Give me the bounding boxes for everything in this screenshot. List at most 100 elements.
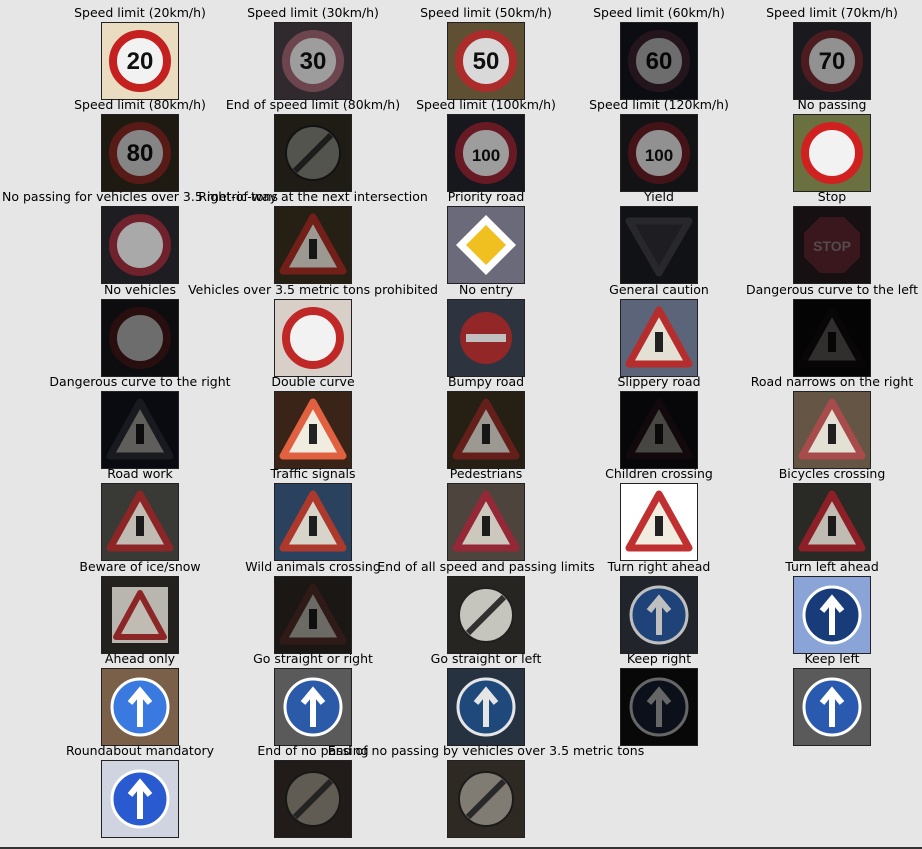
sign-text: 80 (127, 140, 154, 167)
sign-title: Pedestrians (449, 466, 523, 481)
priority-road-sign-icon (447, 206, 525, 284)
trucks-prohibited-sign-icon (274, 299, 352, 377)
ice-snow-sign-icon (101, 576, 179, 654)
speed-limit-120-sign-icon: 100 (620, 114, 698, 192)
general-caution-sign-icon (620, 299, 698, 377)
sign-title: Turn right ahead (607, 559, 711, 574)
sign-cell: Ahead only (101, 652, 179, 746)
straight-or-left-sign-icon (447, 668, 525, 746)
speed-limit-20-sign-icon: 20 (101, 22, 179, 100)
sign-title: Road work (107, 466, 173, 481)
sign-text: 70 (819, 48, 846, 75)
road-work-sign-icon (101, 483, 179, 561)
no-entry-sign-icon (447, 299, 525, 377)
sign-cell: 80 Speed limit (80km/h) (74, 98, 206, 192)
sign-cell: Wild animals crossing (245, 560, 381, 654)
sign-cell: STOP Stop (793, 190, 871, 284)
speed-limit-60-sign-icon: 60 (620, 22, 698, 100)
sign-title: End of all speed and passing limits (377, 559, 595, 574)
sign-title: Vehicles over 3.5 metric tons prohibited (188, 282, 438, 297)
sign-cell: Beware of ice/snow (79, 560, 201, 654)
end-no-passing-trucks-sign-icon (447, 760, 525, 838)
sign-cell: Bicycles crossing (779, 467, 885, 561)
children-crossing-sign-icon (620, 483, 698, 561)
sign-title: No passing for vehicles over 3.5 metric … (2, 189, 278, 204)
sign-cell: Yield (620, 190, 698, 284)
sign-title: Speed limit (120km/h) (589, 97, 729, 112)
sign-text: 20 (127, 48, 154, 75)
no-vehicles-sign-icon (101, 299, 179, 377)
sign-title: Yield (644, 189, 674, 204)
straight-or-right-sign-icon (274, 668, 352, 746)
traffic-signals-sign-icon (274, 483, 352, 561)
sign-text: 30 (300, 48, 327, 75)
sign-title: Beware of ice/snow (79, 559, 201, 574)
keep-right-sign-icon (620, 668, 698, 746)
sign-cell: 60 Speed limit (60km/h) (593, 6, 725, 100)
sign-title: Double curve (271, 374, 355, 389)
sign-cell: 100 Speed limit (100km/h) (416, 98, 556, 192)
roundabout-sign-icon (101, 760, 179, 838)
sign-cell: Children crossing (605, 467, 713, 561)
bumpy-road-sign-icon (447, 391, 525, 469)
sign-title: Ahead only (104, 651, 176, 666)
turn-right-ahead-sign-icon (620, 576, 698, 654)
sign-title: No entry (458, 282, 514, 297)
no-passing-sign-icon (793, 114, 871, 192)
sign-cell: End of speed limit (80km/h) (226, 98, 400, 192)
sign-title: Traffic signals (270, 466, 356, 481)
stop-sign-icon: STOP (793, 206, 871, 284)
sign-title: Right-of-way at the next intersection (198, 189, 428, 204)
sign-cell: Dangerous curve to the left (746, 283, 918, 377)
sign-title: Turn left ahead (785, 559, 879, 574)
speed-limit-100-sign-icon: 100 (447, 114, 525, 192)
sign-title: End of no passing (257, 743, 369, 758)
sign-cell: Right-of-way at the next intersection (198, 190, 428, 284)
slippery-road-sign-icon (620, 391, 698, 469)
sign-cell: Vehicles over 3.5 metric tons prohibited (188, 283, 438, 377)
road-narrows-sign-icon (793, 391, 871, 469)
sign-title: Keep left (804, 651, 860, 666)
sign-title: Bumpy road (447, 374, 525, 389)
sign-cell: Traffic signals (270, 467, 356, 561)
sign-cell: Go straight or left (431, 652, 541, 746)
sign-cell: 20 Speed limit (20km/h) (74, 6, 206, 100)
ahead-only-sign-icon (101, 668, 179, 746)
sign-title: Roundabout mandatory (65, 743, 215, 758)
turn-left-ahead-sign-icon (793, 576, 871, 654)
sign-title: End of no passing by vehicles over 3.5 m… (327, 743, 645, 758)
right-of-way-sign-icon (274, 206, 352, 284)
sign-title: Priority road (447, 189, 525, 204)
sign-text: 50 (473, 48, 500, 75)
sign-title: Wild animals crossing (245, 559, 381, 574)
sign-text: 100 (645, 146, 673, 165)
sign-title: Speed limit (50km/h) (420, 5, 552, 20)
sign-title: Dangerous curve to the left (745, 282, 919, 297)
sign-title: Keep right (626, 651, 692, 666)
sign-title: End of speed limit (80km/h) (225, 97, 401, 112)
sign-cell: Turn left ahead (785, 560, 879, 654)
speed-limit-30-sign-icon: 30 (274, 22, 352, 100)
end-no-passing-sign-icon (274, 760, 352, 838)
sign-title: Go straight or right (253, 651, 373, 666)
sign-cell: Slippery road (617, 375, 701, 469)
sign-title: Speed limit (60km/h) (593, 5, 725, 20)
sign-text: 100 (472, 146, 500, 165)
double-curve-sign-icon (274, 391, 352, 469)
sign-title: Speed limit (100km/h) (416, 97, 556, 112)
sign-cell: 30 Speed limit (30km/h) (247, 6, 379, 100)
sign-title: Slippery road (617, 374, 701, 389)
sign-title: Children crossing (605, 466, 713, 481)
sign-title: Speed limit (70km/h) (766, 5, 898, 20)
sign-text: STOP (813, 238, 851, 254)
sign-cell: End of no passing (257, 744, 369, 838)
sign-title: No passing (797, 97, 867, 112)
sign-title: Speed limit (80km/h) (74, 97, 206, 112)
sign-cell: Priority road (447, 190, 525, 284)
curve-right-sign-icon (101, 391, 179, 469)
sign-title: Speed limit (20km/h) (74, 5, 206, 20)
sign-cell: 100 Speed limit (120km/h) (589, 98, 729, 192)
speed-limit-80-sign-icon: 80 (101, 114, 179, 192)
bottom-border (0, 847, 922, 849)
